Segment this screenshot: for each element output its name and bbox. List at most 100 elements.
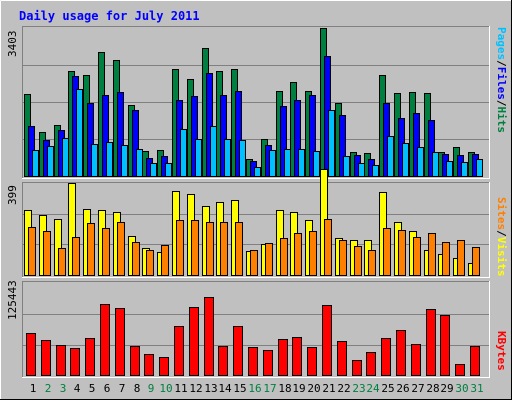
legend-separator: / (495, 230, 508, 237)
day-label-27: 27 (411, 382, 424, 395)
bar-pages-day-4 (76, 89, 83, 177)
bar-kbytes-day-30 (455, 364, 465, 376)
day-label-4: 4 (74, 382, 81, 395)
day-label-16: 16 (248, 382, 261, 395)
bar-pages-day-1 (32, 150, 39, 177)
day-label-25: 25 (381, 382, 394, 395)
bar-kbytes-day-31 (470, 346, 480, 376)
day-label-15: 15 (233, 382, 246, 395)
bar-pages-day-5 (91, 144, 98, 177)
bar-kbytes-day-26 (396, 330, 406, 376)
bar-files-day-5 (87, 103, 94, 177)
day-label-18: 18 (278, 382, 291, 395)
bar-kbytes-day-4 (70, 348, 80, 376)
day-label-31: 31 (470, 382, 483, 395)
bar-kbytes-day-5 (85, 338, 95, 376)
day-label-8: 8 (134, 382, 141, 395)
bar-sites-day-21 (324, 219, 332, 276)
bar-pages-day-21 (328, 110, 335, 177)
bar-kbytes-day-1 (26, 333, 36, 376)
bar-pages-day-13 (210, 126, 217, 177)
bar-pages-day-27 (417, 147, 424, 177)
bar-sites-day-15 (235, 222, 243, 276)
day-label-19: 19 (292, 382, 305, 395)
day-label-13: 13 (204, 382, 217, 395)
bar-files-day-20 (309, 95, 316, 177)
bar-files-day-13 (206, 73, 213, 177)
bar-kbytes-day-20 (307, 347, 317, 376)
bar-kbytes-day-13 (204, 297, 214, 376)
bar-pages-day-29 (446, 161, 453, 177)
bar-sites-day-27 (413, 237, 421, 276)
bar-sites-day-7 (117, 222, 125, 276)
bar-sites-day-17 (265, 243, 273, 276)
bar-sites-day-26 (398, 230, 406, 276)
bar-sites-day-4 (72, 237, 80, 276)
top-panel-legend: Pages/Files/Hits (495, 27, 508, 133)
legend-visits: Visits (495, 237, 508, 277)
bar-kbytes-day-23 (352, 360, 362, 376)
bar-sites-day-3 (58, 248, 66, 276)
legend-hits: Hits (495, 107, 508, 134)
legend-separator: / (495, 60, 508, 67)
bar-kbytes-day-12 (189, 307, 199, 376)
bar-sites-day-19 (294, 233, 302, 276)
bar-kbytes-day-6 (100, 304, 110, 376)
bar-sites-day-6 (102, 228, 110, 276)
bar-pages-day-31 (476, 159, 483, 177)
day-label-29: 29 (440, 382, 453, 395)
bar-kbytes-day-22 (337, 341, 347, 376)
bar-kbytes-day-11 (174, 326, 184, 376)
bar-kbytes-day-3 (56, 345, 66, 376)
bar-sites-day-1 (28, 227, 36, 276)
bar-sites-day-12 (191, 220, 199, 276)
day-label-12: 12 (189, 382, 202, 395)
bar-sites-day-23 (354, 246, 362, 276)
legend-files: Files (495, 67, 508, 100)
bar-pages-day-20 (313, 151, 320, 177)
bar-kbytes-day-27 (411, 344, 421, 376)
bar-pages-day-18 (284, 149, 291, 177)
bar-files-day-22 (339, 115, 346, 177)
day-label-20: 20 (307, 382, 320, 395)
bar-kbytes-day-9 (144, 354, 154, 376)
bar-files-day-6 (102, 95, 109, 177)
bar-kbytes-day-19 (292, 337, 302, 376)
bar-sites-day-9 (146, 250, 154, 276)
bar-sites-day-2 (43, 231, 51, 276)
bar-pages-day-19 (298, 149, 305, 177)
bottom-panel-legend: KBytes (495, 331, 508, 371)
bar-sites-day-31 (472, 247, 480, 276)
bar-sites-day-8 (132, 242, 140, 276)
legend-pages: Pages (495, 27, 508, 60)
bar-pages-day-16 (254, 167, 261, 177)
bar-pages-day-10 (165, 163, 172, 177)
bar-kbytes-day-14 (218, 346, 228, 376)
bar-pages-day-15 (239, 140, 246, 177)
bar-sites-day-10 (161, 245, 169, 276)
bar-kbytes-day-25 (381, 338, 391, 376)
bar-kbytes-day-16 (248, 347, 258, 376)
bar-sites-day-11 (176, 220, 184, 276)
bar-kbytes-day-28 (426, 309, 436, 376)
legend-sites: Sites (495, 197, 508, 230)
bar-files-day-7 (117, 92, 124, 177)
bar-sites-day-5 (87, 223, 95, 276)
bar-kbytes-day-18 (278, 339, 288, 376)
bar-kbytes-day-29 (440, 315, 450, 376)
bar-files-day-8 (132, 110, 139, 177)
bar-pages-day-8 (136, 149, 143, 177)
bar-kbytes-day-7 (115, 308, 125, 376)
bar-files-day-27 (413, 113, 420, 177)
bar-kbytes-day-21 (322, 305, 332, 376)
bar-sites-day-14 (220, 222, 228, 276)
bar-kbytes-day-8 (130, 346, 140, 376)
day-label-22: 22 (337, 382, 350, 395)
bar-pages-day-9 (150, 163, 157, 177)
bar-sites-day-16 (250, 250, 258, 276)
day-label-7: 7 (119, 382, 126, 395)
bar-sites-day-22 (339, 240, 347, 276)
day-label-24: 24 (366, 382, 380, 395)
middle-panel-max-label: 399 (6, 185, 19, 205)
